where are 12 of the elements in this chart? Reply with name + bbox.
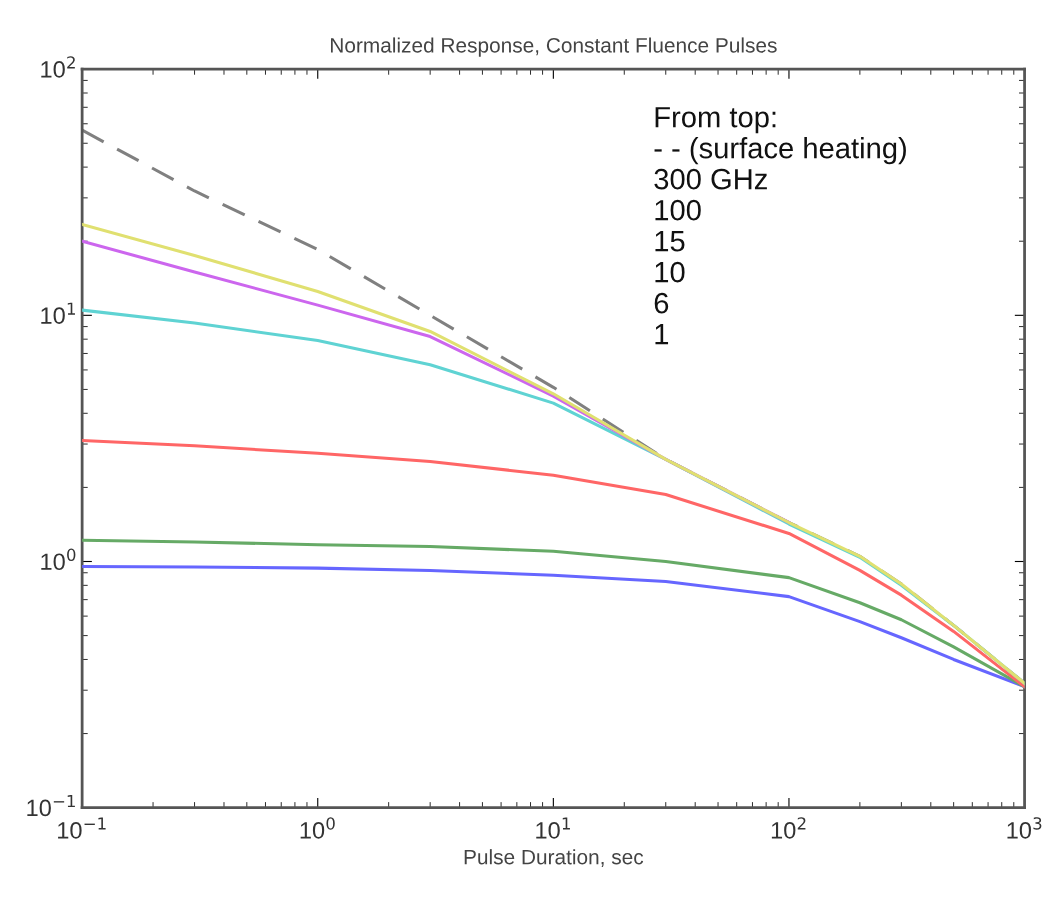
y-tick-label: 10$^{−1}$ [27, 794, 75, 817]
x-tick-label: 10$^{3}$ [1007, 817, 1042, 839]
chart-title: Normalized Response, Constant Fluence Pulses [331, 37, 777, 57]
y-tick-label: 10$^{1}$ [41, 302, 75, 324]
x-axis-title: Pulse Duration, sec [464, 849, 644, 867]
x-tick-label: 10$^{1}$ [536, 817, 570, 839]
annotation: From top: - - (surface heating) 300 GHz 100 15 10 6 1 [654, 107, 906, 345]
x-tick-label: 10$^{−1}$ [58, 817, 106, 839]
x-tick-label: 10$^{2}$ [771, 817, 806, 839]
x-tick-label: 10$^{0}$ [300, 817, 335, 839]
y-tick-label: 10$^{0}$ [41, 548, 76, 571]
y-tick-label: 10$^{2}$ [41, 56, 75, 78]
